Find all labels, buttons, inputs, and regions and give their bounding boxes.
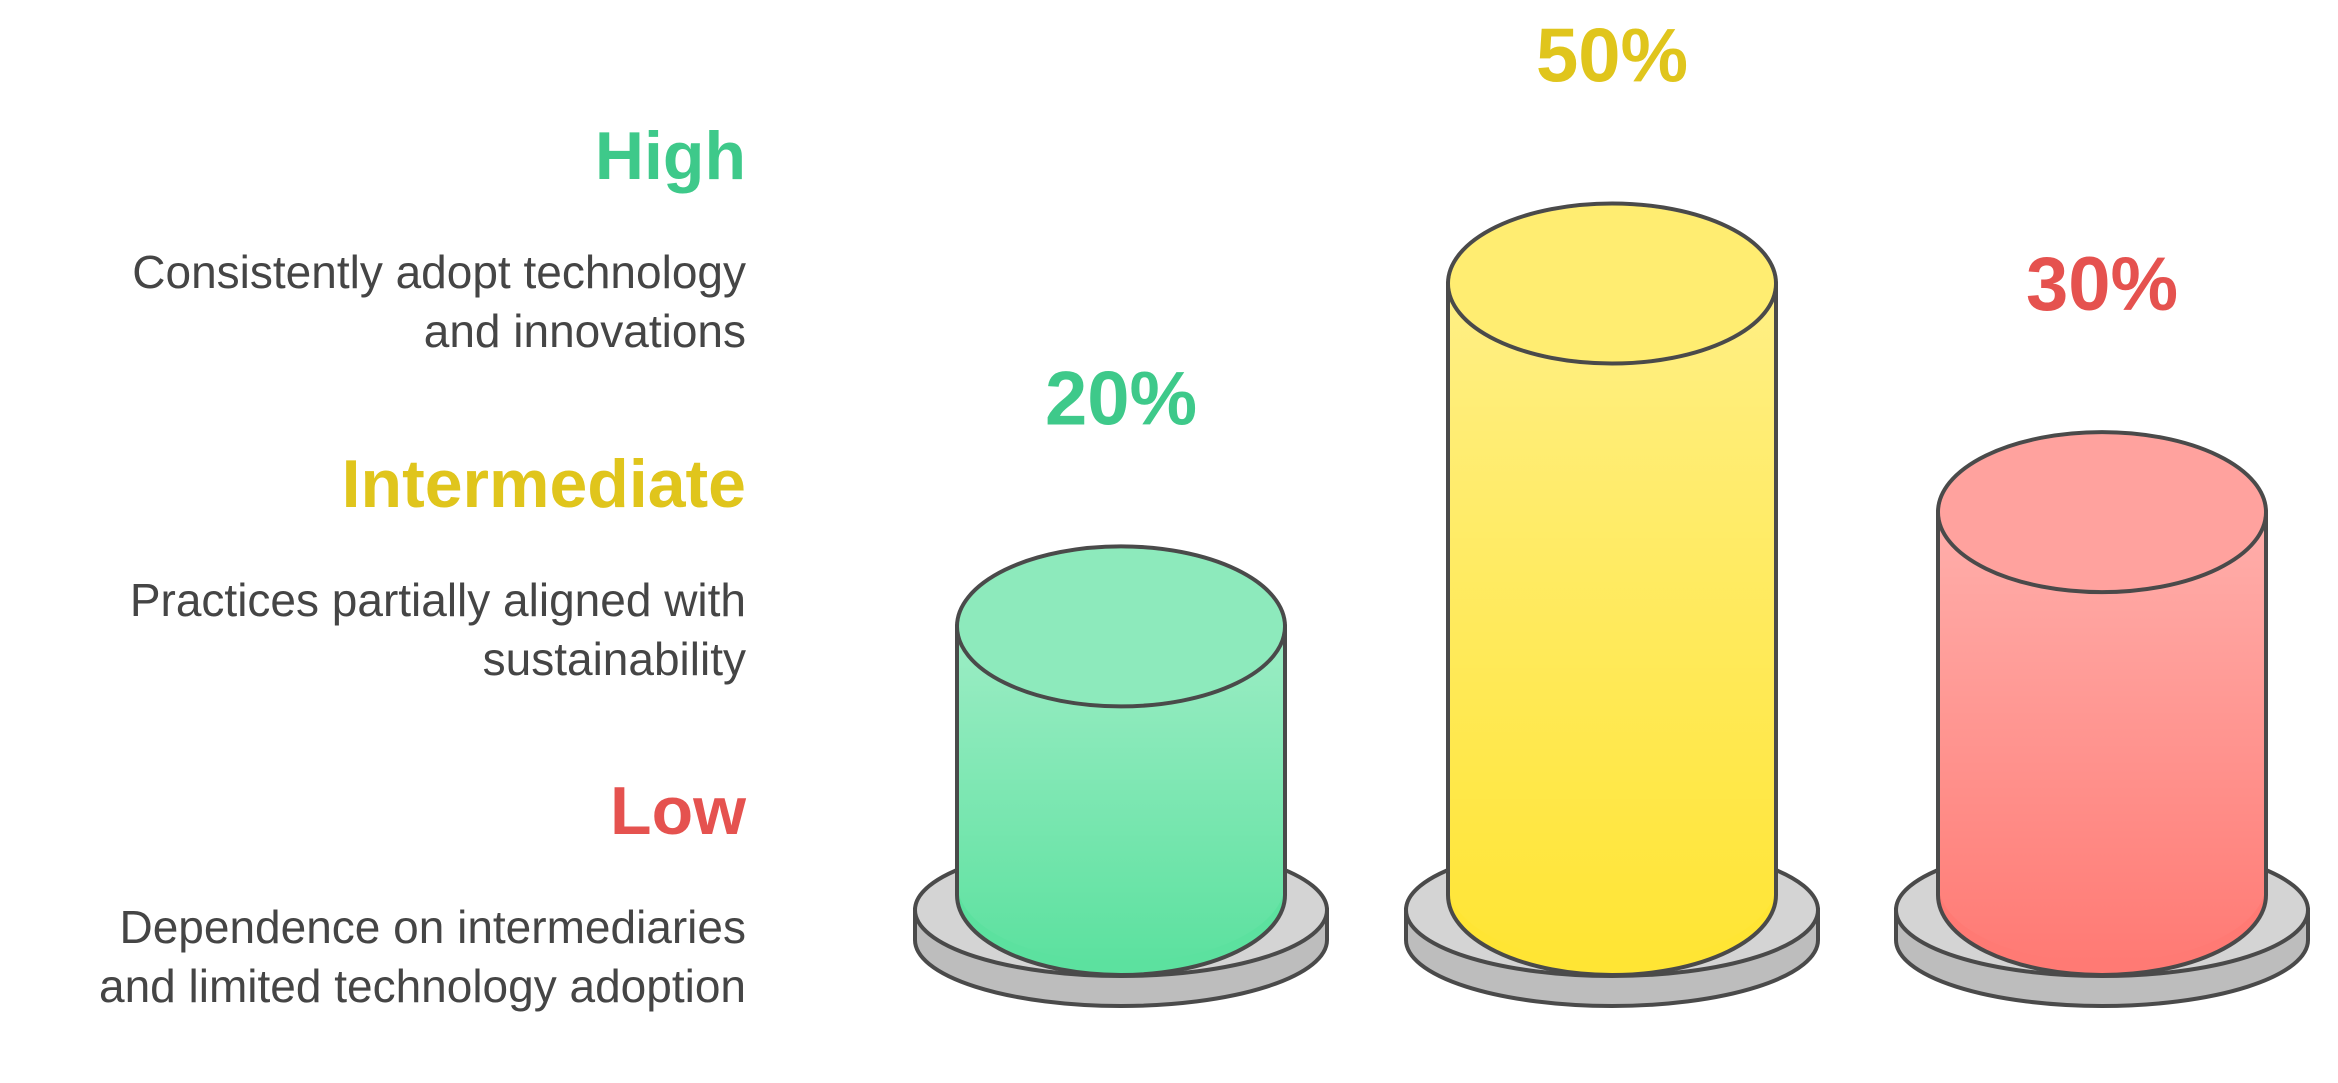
cylinder-top-shine	[1940, 434, 2264, 591]
cylinder-top-shine	[959, 548, 1283, 705]
cylinder-top	[1936, 430, 2268, 595]
value-label: 50%	[1536, 14, 1688, 99]
category-description: Consistently adopt technology	[132, 246, 746, 298]
category-label: Intermediate	[342, 446, 746, 522]
category-label: High	[595, 118, 746, 194]
cylinder	[1936, 430, 2268, 977]
bar-shine	[1940, 512, 2264, 963]
category-label: Low	[610, 773, 747, 849]
value-label: 20%	[1045, 356, 1197, 441]
category-description: Practices partially aligned with	[130, 574, 746, 626]
cylinder	[1446, 201, 1778, 977]
cylinder	[955, 544, 1287, 977]
value-label: 30%	[2026, 242, 2178, 327]
bar-shine	[1450, 283, 1774, 963]
cylinder-top	[955, 544, 1287, 709]
category-description: Dependence on intermediaries	[119, 901, 746, 953]
bar-shine	[959, 626, 1283, 963]
category-description: and limited technology adoption	[99, 960, 746, 1012]
category-description: sustainability	[483, 633, 746, 685]
cylinder-top-shine	[1450, 205, 1774, 362]
cylinder-top	[1446, 201, 1778, 366]
category-description: and innovations	[424, 305, 746, 357]
